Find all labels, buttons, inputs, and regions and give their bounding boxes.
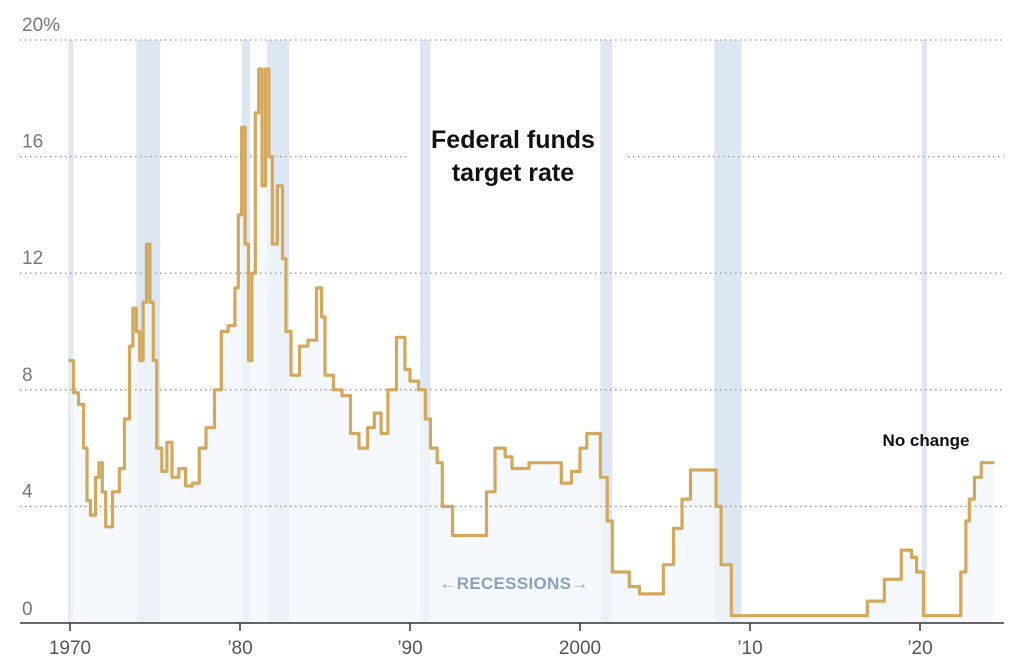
- y-axis-ticks: 0 4 8 12 16 20%: [22, 15, 60, 620]
- fed-funds-rate-line: [68, 67, 995, 618]
- chart-title-line-2: target rate: [452, 159, 574, 187]
- y-tick-label-0: 0: [22, 599, 33, 620]
- y-tick-label-4: 4: [22, 481, 33, 502]
- x-tick-label-1990: ’90: [397, 638, 422, 659]
- recession-band-8: [921, 40, 927, 623]
- chart-title-line-1: Federal funds: [431, 126, 595, 154]
- x-tick-label-2000: 2000: [559, 638, 601, 659]
- recession-band-5: [420, 40, 431, 623]
- recession-band-1: [68, 40, 74, 623]
- y-tick-label-8: 8: [22, 365, 33, 386]
- y-tick-label-20: 20%: [22, 15, 60, 36]
- recession-band-6: [600, 40, 613, 623]
- chart-title: Federal funds target rate: [431, 126, 595, 187]
- y-tick-label-12: 12: [22, 248, 43, 269]
- x-tick-label-2010: ’10: [737, 638, 762, 659]
- y-tick-label-16: 16: [22, 132, 43, 153]
- x-tick-label-1980: ’80: [227, 638, 252, 659]
- recessions-label: ←RECESSIONS→: [439, 574, 588, 593]
- x-tick-label-2020: ’20: [907, 638, 932, 659]
- x-tick-label-1970: 1970: [49, 638, 91, 659]
- area-fill: [70, 69, 994, 624]
- no-change-annotation: No change: [883, 431, 970, 450]
- x-axis-ticks: 1970 ’80 ’90 2000 ’10 ’20: [49, 623, 933, 659]
- gridlines: [20, 39, 1004, 508]
